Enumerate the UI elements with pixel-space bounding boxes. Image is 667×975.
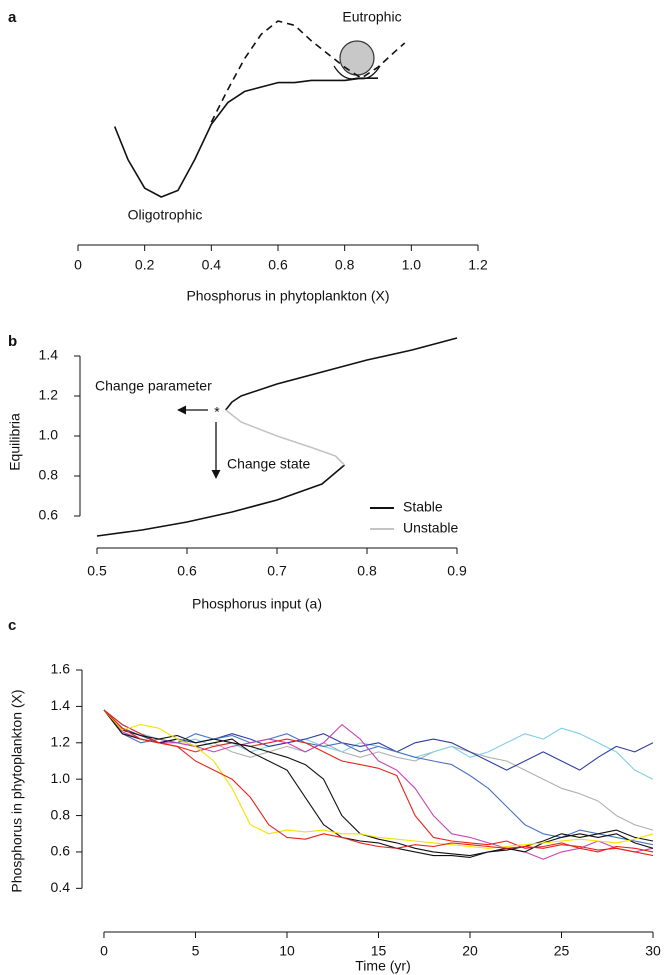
x-axis-title: Time (yr) xyxy=(355,958,410,974)
series-line xyxy=(103,709,654,853)
series-line xyxy=(96,337,458,537)
x-tick-label: 5 xyxy=(192,943,200,959)
x-tick-label: 0.7 xyxy=(267,563,287,579)
series-line xyxy=(103,709,654,849)
y-tick-label: 1.4 xyxy=(51,697,71,713)
y-tick-label: 0.8 xyxy=(51,806,71,822)
panel-label: c xyxy=(8,617,16,634)
y-tick-label: 1.6 xyxy=(51,661,71,677)
y-tick-label: 0.6 xyxy=(39,507,59,523)
y-tick-label: 1.0 xyxy=(51,770,71,786)
series-line xyxy=(225,409,346,466)
x-tick-label: 0 xyxy=(100,943,108,959)
annotation: Change parameter xyxy=(95,378,212,394)
x-tick-label: 0.4 xyxy=(202,257,222,273)
x-tick-label: 0.2 xyxy=(135,257,155,273)
annotation: Eutrophic xyxy=(342,9,401,25)
y-tick-label: 1.2 xyxy=(51,733,71,749)
x-tick-label: 1.0 xyxy=(402,257,422,273)
x-tick-label: 0.5 xyxy=(87,563,107,579)
series-line xyxy=(103,709,654,860)
series-line xyxy=(103,709,654,857)
series-line xyxy=(103,709,654,846)
series-line xyxy=(113,77,378,198)
x-tick-label: 10 xyxy=(279,943,295,959)
annotation: Change state xyxy=(227,456,310,472)
x-tick-label: 20 xyxy=(462,943,478,959)
legend-label: Stable xyxy=(403,499,443,515)
x-tick-label: 0.8 xyxy=(335,257,355,273)
panel-label: a xyxy=(8,9,17,26)
x-tick-label: 0.6 xyxy=(177,563,197,579)
x-tick-label: 1.2 xyxy=(468,257,488,273)
y-tick-label: 1.0 xyxy=(39,427,59,443)
y-tick-label: 0.4 xyxy=(51,879,71,895)
series-line xyxy=(210,20,406,123)
x-tick-label: 0.6 xyxy=(268,257,288,273)
y-tick-label: 0.8 xyxy=(39,467,59,483)
x-tick-label: 25 xyxy=(554,943,570,959)
y-tick-label: 1.4 xyxy=(39,347,59,363)
x-tick-label: 0.9 xyxy=(447,563,467,579)
ball xyxy=(339,40,375,76)
annotation: Oligotrophic xyxy=(128,207,203,223)
series-line xyxy=(103,709,654,858)
y-tick-label: 1.2 xyxy=(39,387,59,403)
x-tick-label: 30 xyxy=(645,943,661,959)
x-tick-label: 15 xyxy=(371,943,387,959)
y-tick-label: 0.6 xyxy=(51,843,71,859)
legend-label: Unstable xyxy=(403,520,458,536)
series-line xyxy=(103,709,654,857)
x-axis-title: Phosphorus input (a) xyxy=(192,596,322,612)
y-axis-title: Equilibria xyxy=(7,413,23,471)
panel-label: b xyxy=(8,333,17,350)
series-line xyxy=(103,709,654,831)
y-axis-title: Phosphorus in phytoplankton (X) xyxy=(9,689,25,892)
x-axis-title: Phosphorus in phytoplankton (X) xyxy=(186,288,389,304)
annotation: * xyxy=(214,404,220,420)
x-tick-label: 0 xyxy=(74,257,82,273)
x-tick-label: 0.8 xyxy=(357,563,377,579)
